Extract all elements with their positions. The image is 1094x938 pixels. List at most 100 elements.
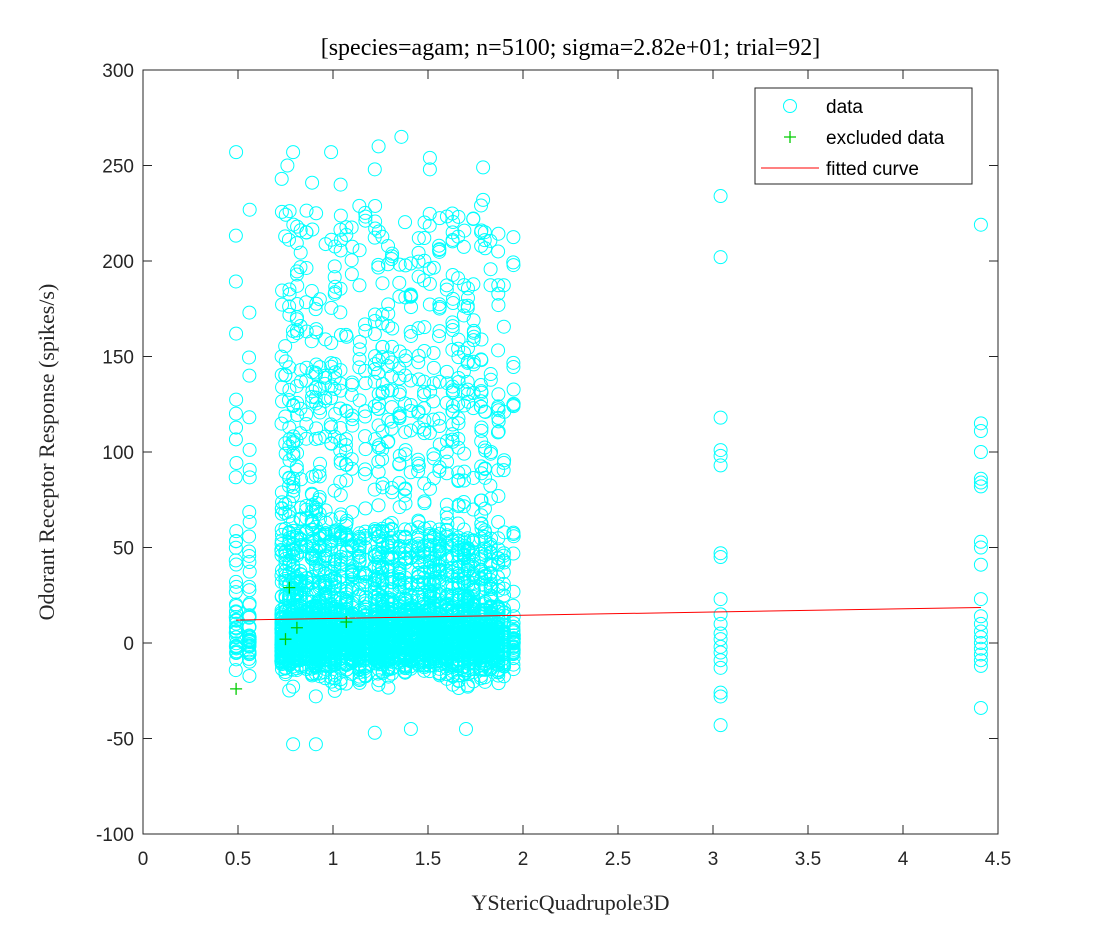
data-point (338, 437, 353, 452)
data-point (478, 241, 493, 256)
data-point (506, 255, 521, 270)
data-point (308, 737, 323, 752)
data-point (506, 625, 521, 640)
data-point (286, 737, 301, 752)
data-point (327, 259, 342, 274)
data-point (417, 413, 432, 428)
data-point (242, 504, 257, 519)
data-point (432, 211, 447, 226)
data-point (339, 513, 354, 528)
data-point (973, 534, 988, 549)
data-point (384, 369, 399, 384)
data-point (426, 471, 441, 486)
data-point (324, 232, 339, 247)
data-point (432, 374, 447, 389)
data-point (304, 284, 319, 299)
data-point (483, 372, 498, 387)
excluded-point (283, 581, 296, 594)
data-point (477, 404, 492, 419)
data-point (451, 499, 466, 514)
data-point (308, 390, 323, 405)
excluded-point (279, 633, 292, 646)
data-point (385, 339, 400, 354)
data-point (506, 598, 521, 613)
data-point (333, 401, 348, 416)
data-point (422, 481, 437, 496)
x-tick-label: 4.5 (985, 849, 1011, 870)
data-point (973, 416, 988, 431)
data-point (368, 214, 383, 229)
data-point (477, 233, 492, 248)
data-point (278, 368, 293, 383)
data-point (466, 470, 481, 485)
data-point (422, 297, 437, 312)
data-point (426, 360, 441, 375)
data-point (398, 215, 413, 230)
data-point (242, 202, 257, 217)
data-point (491, 278, 506, 293)
data-point (440, 454, 455, 469)
data-point (318, 515, 333, 530)
data-point (456, 364, 471, 379)
data-point (460, 374, 475, 389)
data-point (289, 459, 304, 474)
data-point (358, 669, 373, 684)
data-point (381, 412, 396, 427)
data-point (392, 289, 407, 304)
legend: data excluded data fitted curve (754, 87, 973, 185)
data-point (344, 267, 359, 282)
data-point (422, 554, 437, 569)
data-point (371, 438, 386, 453)
data-point (713, 645, 728, 660)
data-point (229, 455, 244, 470)
data-point (289, 267, 304, 282)
data-point (713, 689, 728, 704)
data-point (313, 456, 328, 471)
data-point (423, 384, 438, 399)
data-point (228, 274, 243, 289)
data-point (229, 605, 244, 620)
data-point (333, 177, 348, 192)
data-point (466, 211, 481, 226)
data-point (456, 473, 471, 488)
data-point (496, 669, 511, 684)
data-point (713, 443, 728, 458)
data-point (381, 669, 396, 684)
data-point (506, 616, 521, 631)
data-point (282, 287, 297, 302)
data-point (281, 232, 296, 247)
data-point (278, 446, 293, 461)
data-point (313, 405, 328, 420)
data-point (417, 231, 432, 246)
data-point (973, 479, 988, 494)
data-point (466, 605, 481, 620)
data-point (339, 473, 354, 488)
data-point (973, 609, 988, 624)
legend-circle-marker (783, 99, 797, 113)
data-point (445, 315, 460, 330)
data-point (417, 494, 432, 509)
data-point (456, 239, 471, 254)
data-point (309, 357, 324, 372)
data-point (411, 348, 426, 363)
data-point (299, 407, 314, 422)
data-point (973, 557, 988, 572)
data-point (713, 616, 728, 631)
x-tick-label: 0 (138, 849, 149, 870)
data-point (286, 679, 301, 694)
data-point (497, 525, 512, 540)
data-point (491, 515, 506, 530)
data-point (344, 253, 359, 268)
data-point (973, 423, 988, 438)
data-point (411, 321, 426, 336)
data-point (398, 368, 413, 383)
data-point (282, 299, 297, 314)
data-point (242, 579, 257, 594)
data-point (229, 533, 244, 548)
excluded-series-layer (230, 581, 353, 695)
data-point (242, 645, 257, 660)
y-axis: -100 -50 0 50 100 150 200 250 300 (96, 61, 998, 846)
data-point (339, 227, 354, 242)
data-point (242, 555, 257, 570)
data-point (496, 565, 511, 580)
